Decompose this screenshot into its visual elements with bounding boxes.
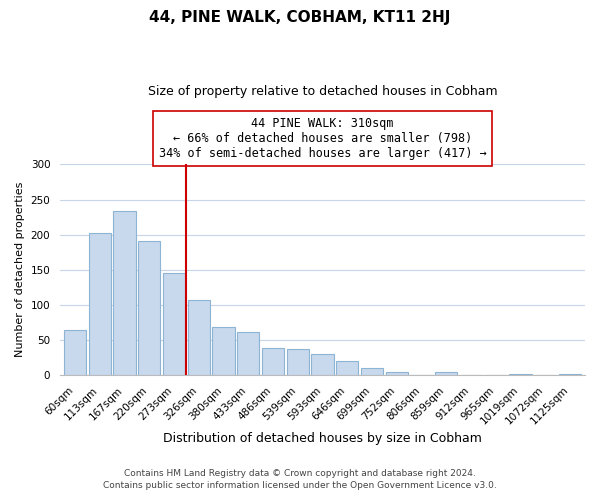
- Bar: [361, 368, 383, 375]
- Bar: [559, 374, 581, 375]
- Bar: [311, 354, 334, 375]
- Y-axis label: Number of detached properties: Number of detached properties: [15, 182, 25, 358]
- Bar: [113, 211, 136, 375]
- Bar: [435, 372, 457, 375]
- Bar: [336, 361, 358, 375]
- Bar: [188, 300, 210, 375]
- Bar: [237, 332, 259, 375]
- Bar: [386, 372, 408, 375]
- Text: 44 PINE WALK: 310sqm
← 66% of detached houses are smaller (798)
34% of semi-deta: 44 PINE WALK: 310sqm ← 66% of detached h…: [158, 117, 487, 160]
- Text: Contains HM Land Registry data © Crown copyright and database right 2024.
Contai: Contains HM Land Registry data © Crown c…: [103, 468, 497, 490]
- Bar: [287, 349, 309, 375]
- Bar: [89, 234, 111, 375]
- X-axis label: Distribution of detached houses by size in Cobham: Distribution of detached houses by size …: [163, 432, 482, 445]
- Bar: [64, 330, 86, 375]
- Bar: [509, 374, 532, 375]
- Bar: [262, 348, 284, 375]
- Text: 44, PINE WALK, COBHAM, KT11 2HJ: 44, PINE WALK, COBHAM, KT11 2HJ: [149, 10, 451, 25]
- Bar: [163, 274, 185, 375]
- Bar: [138, 241, 160, 375]
- Title: Size of property relative to detached houses in Cobham: Size of property relative to detached ho…: [148, 85, 497, 98]
- Bar: [212, 326, 235, 375]
